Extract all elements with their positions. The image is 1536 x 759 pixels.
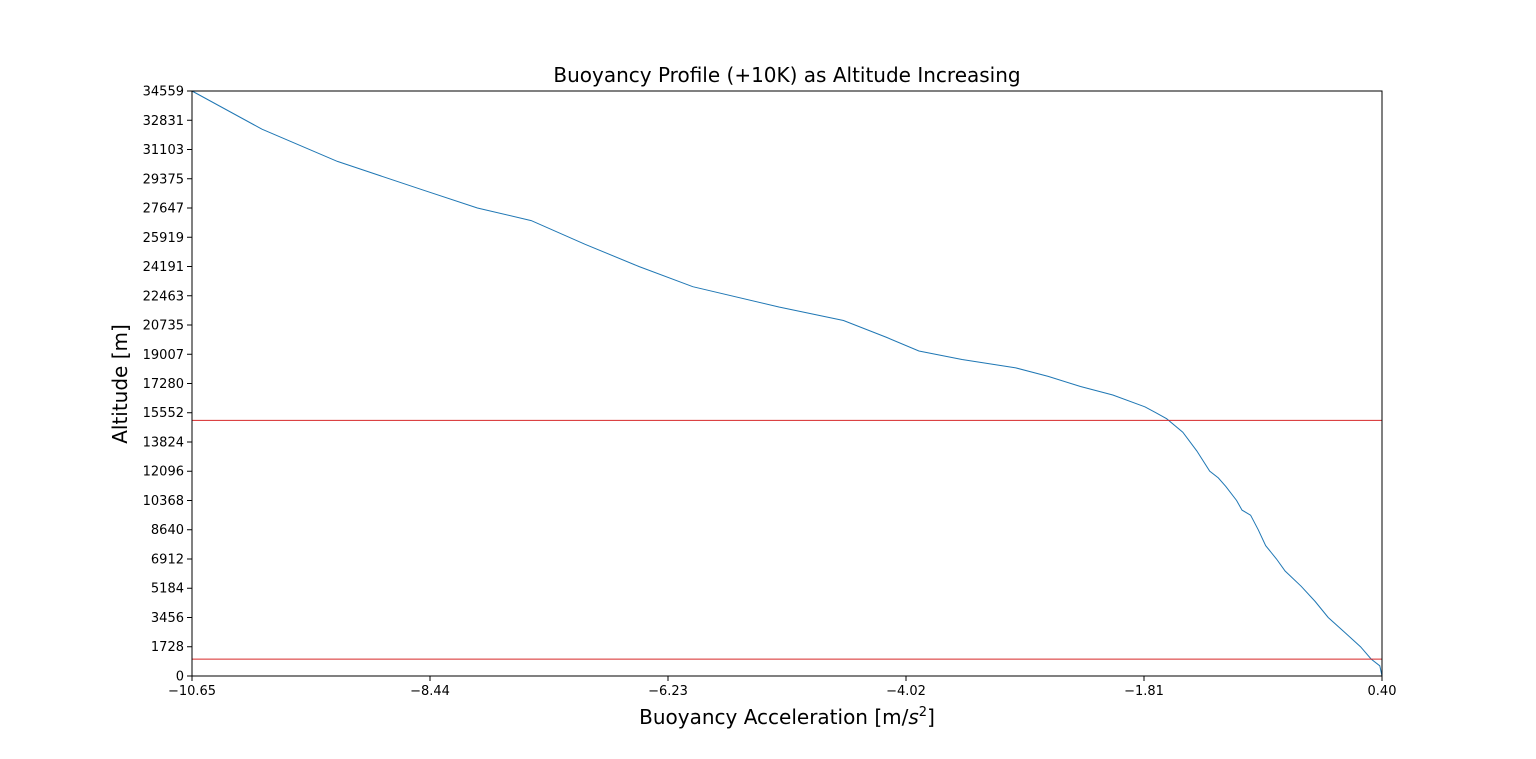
y-tick-label: 34559: [143, 85, 184, 100]
x-tick-label: −1.81: [1124, 684, 1164, 699]
y-axis-label: Altitude [m]: [108, 324, 132, 444]
x-axis-label: Buoyancy Acceleration [m/s2]: [639, 705, 935, 729]
x-tick-label: −8.44: [410, 684, 450, 699]
y-tick-label: 0: [176, 670, 184, 685]
y-tick-label: 1728: [151, 640, 184, 655]
y-tick-label: 29375: [143, 172, 184, 187]
y-tick-label: 6912: [151, 552, 184, 567]
y-tick-label: 5184: [151, 582, 184, 597]
x-tick-label: −6.23: [648, 684, 688, 699]
y-tick-label: 24191: [143, 260, 184, 275]
y-tick-label: 22463: [143, 289, 184, 304]
y-tick-label: 31103: [143, 143, 184, 158]
x-axis-label-end: ]: [927, 705, 935, 729]
y-tick-label: 27647: [143, 202, 184, 217]
x-axis-label-symbol: s: [908, 705, 918, 729]
y-tick-label: 3456: [151, 611, 184, 626]
x-axis-label-superscript: 2: [919, 705, 927, 720]
y-tick-label: 25919: [143, 231, 184, 246]
x-axis-label-main: Buoyancy Acceleration [m/: [639, 705, 909, 729]
x-tick-label: −4.02: [886, 684, 926, 699]
x-tick-label: −10.65: [168, 684, 216, 699]
x-tick-label: 0.40: [1368, 684, 1397, 699]
y-tick-label: 13824: [143, 435, 184, 450]
chart-title: Buoyancy Profile (+10K) as Altitude Incr…: [553, 63, 1020, 87]
y-tick-label: 20735: [143, 319, 184, 334]
plot-area: −10.65 −8.44 −6.23 −4.02 −1.81 0.40 0 1728 3456 5…: [143, 85, 1397, 700]
y-tick-label: 19007: [143, 348, 184, 363]
y-tick-label: 17280: [143, 377, 184, 392]
y-tick-label: 10368: [143, 494, 184, 509]
y-tick-label: 8640: [151, 523, 184, 538]
series-line-0: [191, 90, 1383, 677]
y-tick-label: 12096: [143, 465, 184, 480]
y-tick-label: 15552: [143, 406, 184, 421]
y-tick-label: 32831: [143, 114, 184, 129]
